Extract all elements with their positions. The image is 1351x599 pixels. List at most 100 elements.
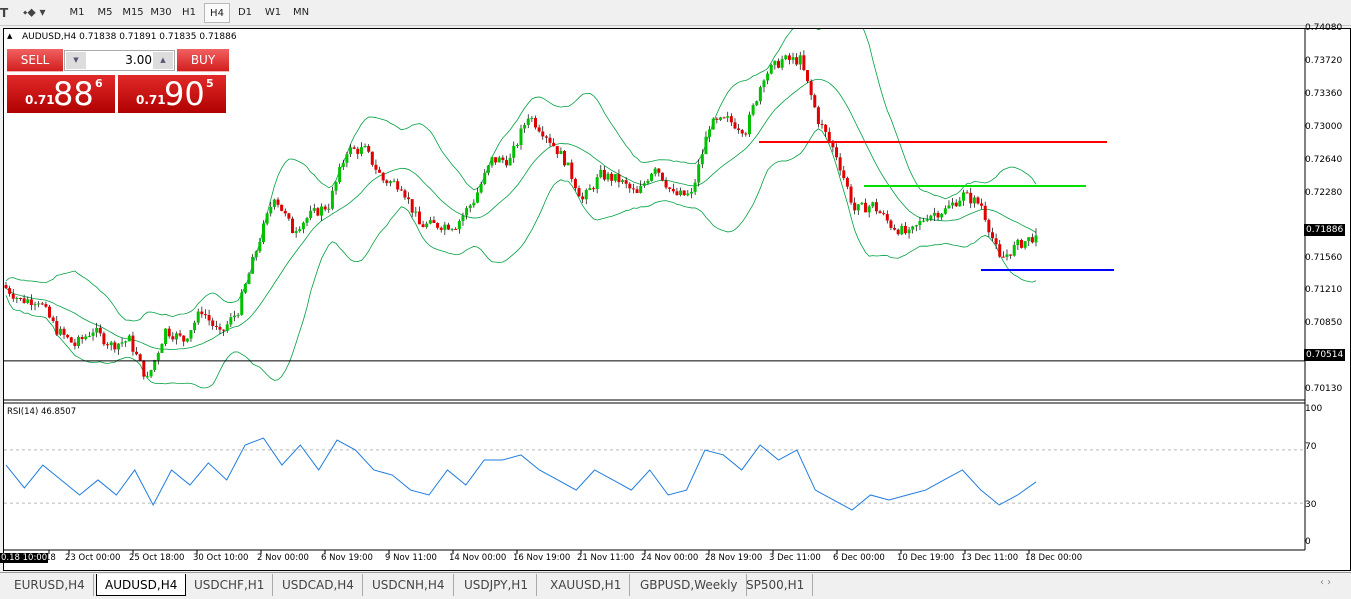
candle-body	[138, 354, 142, 361]
candle-body	[77, 337, 81, 346]
sell-price[interactable]: 0.71 88 6	[7, 75, 115, 113]
candle-body	[958, 200, 962, 207]
chart-window[interactable]: ▲ AUDUSD,H4 0.71838 0.71891 0.71835 0.71…	[3, 28, 1351, 571]
timeframe-w1[interactable]: W1	[264, 7, 282, 18]
candle-body	[610, 173, 614, 181]
tab-xauusd-h1[interactable]: XAUUSD,H1	[542, 574, 631, 596]
candle-body	[124, 341, 128, 343]
candle-body	[1034, 235, 1038, 243]
buy-price[interactable]: 0.71 90 5	[118, 75, 226, 113]
candle-body	[584, 190, 588, 200]
candle-body	[33, 304, 37, 306]
candle-body	[969, 192, 973, 204]
line-tools-icon[interactable]: ⬩⬥ ▾	[23, 5, 46, 19]
tab-usdchf-h1[interactable]: USDCHF,H1	[186, 574, 274, 596]
candle-body	[428, 220, 432, 224]
candle-body	[446, 224, 450, 230]
timeframe-m15[interactable]: M15	[122, 7, 144, 18]
buy-button[interactable]: BUY	[177, 49, 229, 72]
candle-body	[102, 333, 106, 345]
candle-body	[914, 225, 918, 227]
price-axis-label: 0.74080	[1305, 23, 1343, 33]
time-axis-label: 16 Nov 19:00	[513, 553, 571, 563]
candle-body	[352, 147, 356, 149]
candle-body	[439, 227, 443, 230]
candle-body	[675, 191, 679, 196]
candle-body	[639, 185, 643, 193]
candle-body	[871, 202, 875, 207]
candle-body	[726, 116, 730, 118]
timeframe-mn[interactable]: MN	[292, 7, 310, 18]
bollinger-upper	[5, 29, 1037, 322]
tab-scroll-icon[interactable]: ‹ ›	[1320, 577, 1332, 588]
tab-usdcad-h4[interactable]: USDCAD,H4	[274, 574, 363, 596]
time-axis-label: 28 Nov 19:00	[705, 553, 763, 563]
current-price-tag: 0.71886	[1304, 223, 1346, 236]
candle-body	[182, 335, 186, 342]
lot-size-input[interactable]: ▼ 3.00 ▲	[64, 50, 175, 71]
text-tool-icon[interactable]: T	[0, 6, 9, 20]
candle-body	[214, 325, 218, 327]
rsi-axis-label: 30	[1305, 500, 1317, 510]
candle-body	[374, 164, 378, 170]
lot-increase-icon[interactable]: ▲	[153, 52, 173, 69]
ohlc-header: AUDUSD,H4 0.71838 0.71891 0.71835 0.7188…	[22, 32, 237, 42]
tab-usdcnh-h4[interactable]: USDCNH,H4	[364, 574, 454, 596]
candle-body	[740, 130, 744, 134]
tab-eurusd-h4[interactable]: EURUSD,H4	[6, 574, 94, 596]
candle-body	[497, 157, 501, 163]
candle-body	[925, 219, 929, 221]
candle-body	[602, 169, 606, 180]
rsi-line	[5, 437, 1037, 511]
candle-body	[980, 203, 984, 206]
tab-gbpusd-weekly[interactable]: GBPUSD,Weekly	[632, 574, 747, 596]
candle-body	[73, 342, 77, 346]
candle-body	[287, 213, 291, 219]
tab-usdjpy-h1[interactable]: USDJPY,H1	[456, 574, 537, 596]
timeframe-h1[interactable]: H1	[182, 7, 196, 18]
time-axis-label: 24 Nov 00:00	[641, 553, 699, 563]
candle-body	[617, 174, 621, 183]
sell-button[interactable]: SELL	[7, 49, 63, 72]
lot-decrease-icon[interactable]: ▼	[66, 52, 86, 69]
candle-body	[961, 192, 965, 201]
tab-sp500-h1[interactable]: SP500,H1	[738, 574, 814, 596]
sell-price-pips: 88	[53, 75, 94, 113]
time-axis-label: 18	[45, 553, 56, 563]
candle-body	[232, 315, 236, 318]
time-axis-label: 10 Dec 19:00	[897, 553, 955, 563]
price-axis-label: 0.72280	[1305, 187, 1343, 198]
collapse-arrow-icon[interactable]: ▲	[7, 32, 13, 40]
timeframe-m30[interactable]: M30	[150, 7, 172, 18]
candle-body	[606, 173, 610, 180]
candle-body	[106, 344, 110, 346]
lot-value[interactable]: 3.00	[125, 53, 152, 67]
candle-body	[251, 256, 255, 274]
candle-body	[11, 293, 15, 299]
tab-audusd-h4[interactable]: AUDUSD,H4	[96, 574, 187, 596]
candle-body	[577, 188, 581, 197]
timeframe-m1[interactable]: M1	[69, 7, 85, 18]
candle-body	[283, 210, 287, 214]
candle-body	[983, 205, 987, 220]
price-axis-label: 0.73360	[1305, 88, 1343, 99]
candle-body	[657, 168, 661, 173]
candle-body	[1027, 237, 1031, 242]
candle-body	[338, 166, 342, 183]
candle-body	[294, 231, 298, 234]
candle-body	[588, 188, 592, 191]
price-chart[interactable]	[4, 29, 1351, 572]
rsi-label: RSI(14) 46.8507	[7, 407, 77, 417]
candle-body	[842, 170, 846, 179]
timeframe-m5[interactable]: M5	[97, 7, 113, 18]
candle-body	[69, 337, 73, 343]
candle-body	[555, 146, 559, 155]
time-axis-label: 14 Nov 00:00	[449, 553, 507, 563]
candle-body	[145, 376, 149, 378]
candle-body	[454, 228, 458, 230]
candle-body	[501, 157, 505, 161]
candle-body	[530, 117, 534, 119]
timeframe-d1[interactable]: D1	[237, 7, 253, 18]
timeframe-h4[interactable]: H4	[204, 3, 230, 23]
candle-body	[940, 213, 944, 218]
